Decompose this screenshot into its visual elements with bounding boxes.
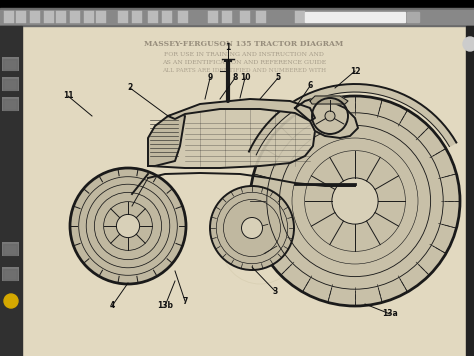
Polygon shape xyxy=(249,84,456,155)
Text: ALL PARTS ARE IDENTIFIED AND NUMBERED WITH: ALL PARTS ARE IDENTIFIED AND NUMBERED WI… xyxy=(162,68,326,73)
Bar xyxy=(0,8,474,26)
Polygon shape xyxy=(168,99,315,121)
Bar xyxy=(295,11,305,23)
Text: FOR USE IN TRAINING AND INSTRUCTION AND: FOR USE IN TRAINING AND INSTRUCTION AND xyxy=(164,52,324,57)
Bar xyxy=(2,242,19,256)
Bar xyxy=(256,11,266,23)
Text: MASSEY-FERGUSON 135 TRACTOR DIAGRAM: MASSEY-FERGUSON 135 TRACTOR DIAGRAM xyxy=(145,40,344,48)
Circle shape xyxy=(332,178,378,224)
Bar xyxy=(2,97,19,111)
Text: 9: 9 xyxy=(207,73,213,83)
Polygon shape xyxy=(295,98,358,138)
Circle shape xyxy=(250,96,460,306)
Bar xyxy=(132,11,142,23)
Bar xyxy=(118,11,128,23)
Bar xyxy=(70,11,80,23)
Bar xyxy=(162,11,172,23)
Text: 13a: 13a xyxy=(382,309,398,319)
Bar xyxy=(240,11,250,23)
Bar xyxy=(3,59,17,70)
Bar xyxy=(2,57,19,71)
Text: 2: 2 xyxy=(128,84,133,93)
Text: 12: 12 xyxy=(350,67,360,75)
Text: 7: 7 xyxy=(182,297,188,305)
Bar xyxy=(407,12,419,22)
Polygon shape xyxy=(150,104,315,168)
Bar xyxy=(84,11,94,23)
Circle shape xyxy=(210,186,294,270)
Bar xyxy=(2,267,19,281)
Text: MF: MF xyxy=(232,230,288,262)
Text: 5: 5 xyxy=(275,73,281,83)
Circle shape xyxy=(463,37,474,51)
Text: 10: 10 xyxy=(240,73,250,83)
Circle shape xyxy=(70,168,186,284)
Bar xyxy=(3,269,17,280)
Bar xyxy=(3,244,17,255)
Bar xyxy=(0,26,22,356)
Text: 6: 6 xyxy=(307,82,313,90)
Circle shape xyxy=(4,294,18,308)
Polygon shape xyxy=(148,113,185,166)
Polygon shape xyxy=(310,96,348,104)
Text: 3: 3 xyxy=(273,287,278,295)
Bar xyxy=(148,11,158,23)
Bar xyxy=(16,11,26,23)
Bar xyxy=(96,11,106,23)
Circle shape xyxy=(117,214,140,237)
Bar xyxy=(305,12,405,22)
Bar xyxy=(0,10,474,24)
Text: 8: 8 xyxy=(232,73,237,83)
Bar xyxy=(178,11,188,23)
Text: AS AN IDENTIFICATION AND REFERENCE GUIDE: AS AN IDENTIFICATION AND REFERENCE GUIDE xyxy=(162,59,326,64)
Bar xyxy=(44,11,54,23)
Text: 1: 1 xyxy=(225,43,231,52)
Bar xyxy=(2,77,19,91)
Bar xyxy=(56,11,66,23)
Bar xyxy=(222,11,232,23)
Circle shape xyxy=(325,111,335,121)
Bar xyxy=(3,99,17,110)
Bar xyxy=(30,11,40,23)
Text: 4: 4 xyxy=(109,302,115,310)
Text: 11: 11 xyxy=(63,91,73,100)
Text: 13b: 13b xyxy=(157,302,173,310)
Bar xyxy=(0,0,474,8)
Bar xyxy=(466,26,474,356)
Bar xyxy=(208,11,218,23)
Bar xyxy=(3,79,17,90)
Bar xyxy=(4,11,14,23)
Circle shape xyxy=(241,218,263,239)
